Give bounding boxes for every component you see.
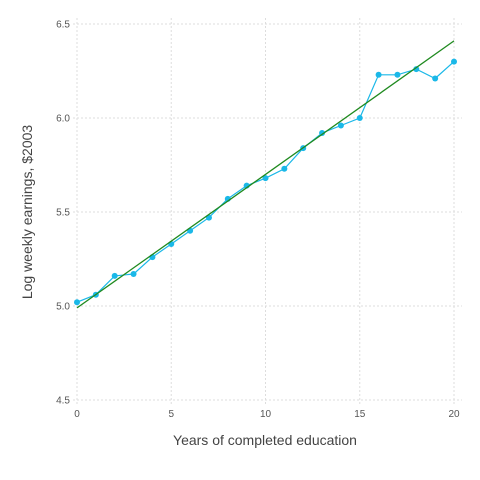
data-point xyxy=(432,75,439,82)
data-point xyxy=(262,175,269,182)
y-tick-label: 5.0 xyxy=(56,302,70,313)
data-point xyxy=(337,122,344,129)
y-axis-title: Log weekly earnings, $2003 xyxy=(19,125,35,300)
data-point xyxy=(130,271,137,278)
y-tick-label: 6.0 xyxy=(56,114,70,125)
plot-area xyxy=(74,40,457,309)
x-tick-label: 10 xyxy=(260,409,272,420)
data-point xyxy=(413,66,420,73)
y-tick-label: 6.5 xyxy=(56,20,70,31)
y-tick-label: 4.5 xyxy=(56,396,70,407)
x-tick-label: 15 xyxy=(354,409,366,420)
data-point xyxy=(319,130,326,137)
grid xyxy=(73,18,462,404)
tick-labels: 0 5 10 15 20 4.5 5.0 5.5 6.0 6.5 xyxy=(56,20,460,421)
data-point xyxy=(281,165,288,172)
y-tick-label: 5.5 xyxy=(56,208,70,219)
data-point xyxy=(451,58,457,65)
data-point xyxy=(394,71,401,78)
x-tick-label: 20 xyxy=(448,409,460,420)
x-tick-label: 0 xyxy=(74,409,80,420)
data-point xyxy=(74,299,80,306)
x-axis-title: Years of completed education xyxy=(173,432,357,448)
data-point xyxy=(356,115,363,121)
fit-line xyxy=(76,40,455,309)
data-point xyxy=(111,272,118,279)
x-tick-label: 5 xyxy=(168,409,174,420)
data-point xyxy=(375,71,382,78)
